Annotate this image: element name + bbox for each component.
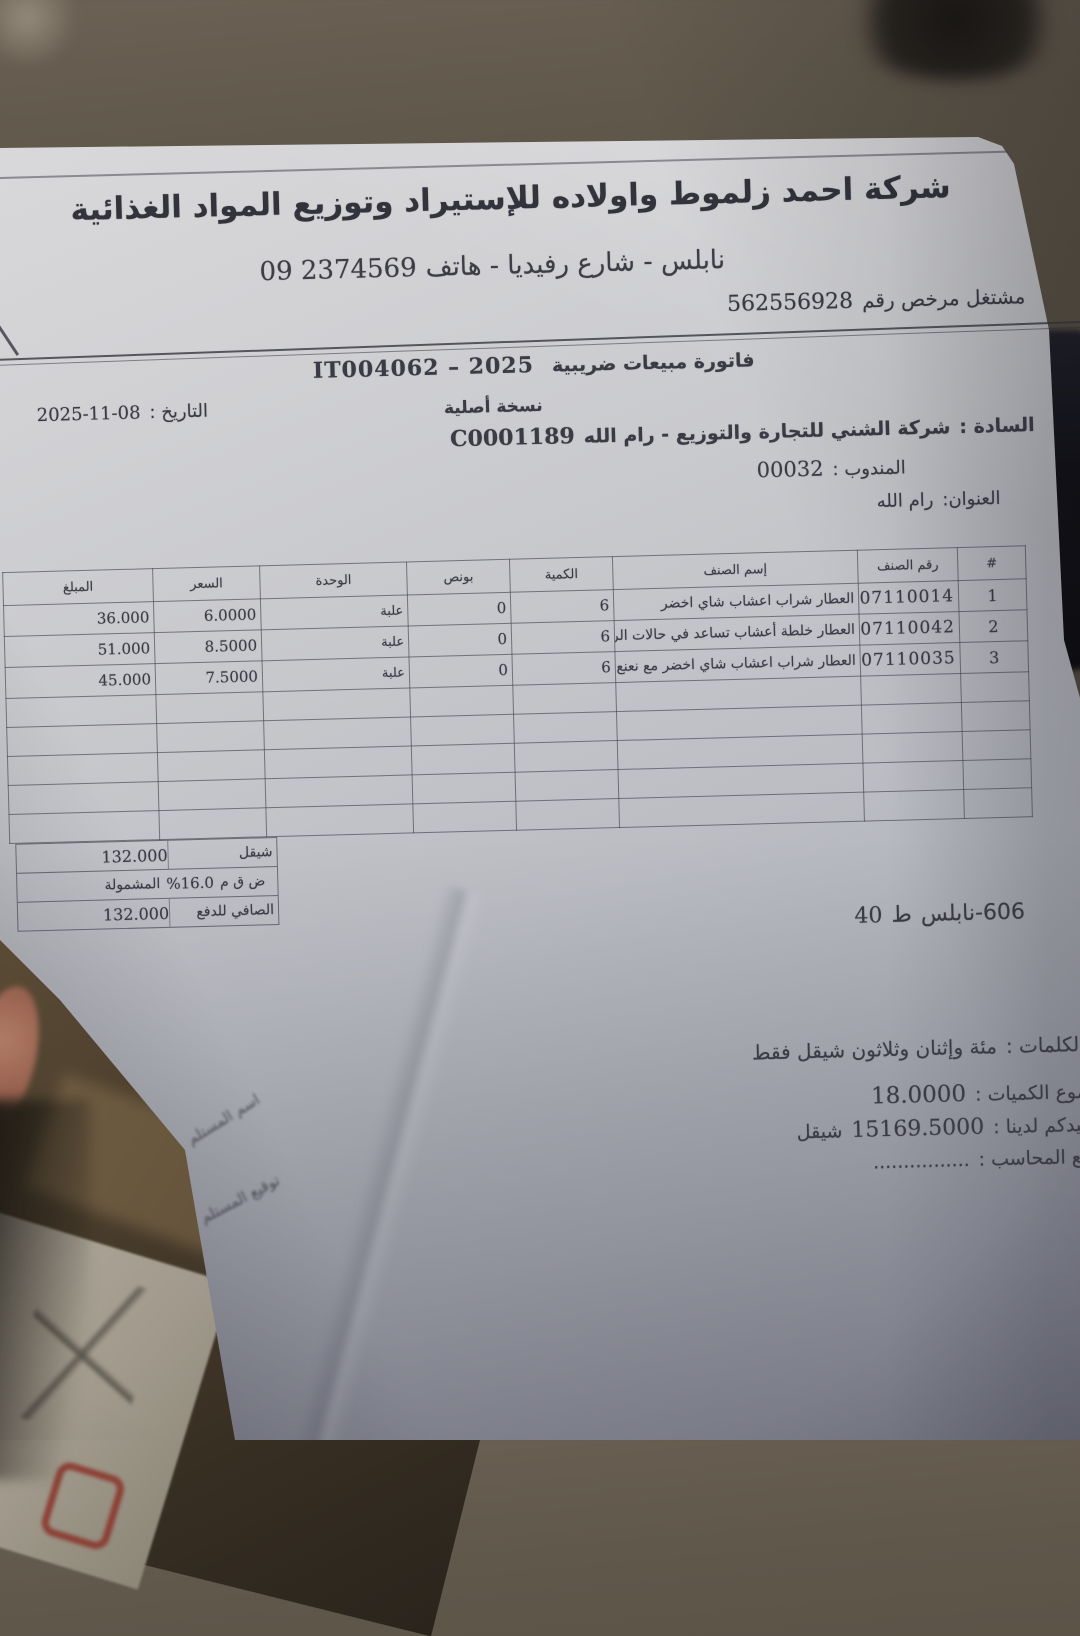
invoice-number: IT004062 – 2025 — [312, 352, 535, 384]
plate-part-3: 606-نابلس — [920, 899, 1026, 928]
agent-line: المندوب : 00032 — [756, 454, 906, 483]
net-total-label: الصافي للدفع — [168, 895, 279, 927]
balance-value: 15169.5000 — [850, 1114, 985, 1144]
faint-receiver-name-note: اسم المستلم — [183, 1090, 263, 1149]
sign-dots: ................ — [872, 1148, 970, 1174]
totals-box: شيقل 132.000 ض ق م %16.0 المشمولة الصافي… — [15, 836, 280, 932]
customer-line: السادة : شركة الشني للتجارة والتوزيع - ر… — [450, 411, 1035, 452]
corner-shadow — [0, 1100, 90, 1480]
words-value: مئة وإثنان وثلاثون شيقل فقط — [751, 1034, 998, 1065]
balance-line: رصيدكم لدينا : 15169.5000 شيقل — [796, 1111, 1080, 1144]
sign-label: توقيع المحاسب : — [978, 1145, 1080, 1171]
agent-label: المندوب : — [832, 457, 906, 481]
qty-total-value: 18.0000 — [870, 1081, 967, 1110]
customer-address-line: العنوان: رام الله — [876, 488, 1000, 512]
copy-type: نسخة أصلية — [443, 395, 543, 419]
amount-in-words-line: بالكلمات : مئة وإثنان وثلاثون شيقل فقط — [752, 1032, 1080, 1065]
company-address-phone: نابلس - شارع رفيديا - هاتف 09 2374569 — [0, 238, 993, 294]
col-header-item-code: رقم الصنف — [857, 547, 959, 584]
plate-number-line: 40 ط 606-نابلس — [854, 899, 1025, 928]
col-header-qty: الكمية — [509, 556, 614, 593]
qty-total-label: مجموع الكميات : — [974, 1080, 1080, 1106]
address-label: العنوان: — [942, 487, 1001, 511]
customer-label: السادة : — [959, 414, 1035, 438]
subtotal-label: شيقل — [167, 838, 277, 869]
vat-included-label: المشمولة — [104, 876, 161, 894]
words-label: بالكلمات : — [1005, 1031, 1080, 1058]
col-header-unit: الوحدة — [259, 561, 408, 599]
accountant-signature-line: توقيع المحاسب : ................ — [873, 1145, 1080, 1173]
plate-part-2: ط — [891, 902, 913, 928]
date-value: 2025-11-08 — [36, 402, 141, 427]
vat-rate: %16.0 — [166, 873, 215, 893]
invoice-title-text: فاتورة مبيعات ضريبية — [551, 349, 755, 377]
customer-name: شركة الشني للتجارة والتوزيع - رام الله — [583, 416, 951, 448]
customer-code: C0001189 — [449, 423, 576, 453]
agent-number: 00032 — [756, 456, 824, 483]
net-total-row: الصافي للدفع 132.000 — [16, 895, 280, 932]
total-quantity-line: مجموع الكميات : 18.0000 — [871, 1077, 1080, 1109]
balance-label: رصيدكم لدينا : — [992, 1113, 1080, 1139]
company-name: شركة احمد زلموط واولاده للإستيراد وتوزيع… — [70, 169, 952, 229]
license-number: 562556928 — [726, 288, 854, 318]
col-header-no: # — [957, 545, 1027, 581]
license-line: مشتغل مرخص رقم 562556928 — [727, 284, 1026, 317]
date-line: التاريخ : 2025-11-08 — [36, 401, 208, 426]
col-header-amount: المبلغ — [2, 568, 154, 606]
date-label: التاريخ : — [149, 400, 209, 424]
address-value: رام الله — [876, 489, 934, 513]
corner-fold-mark — [0, 304, 20, 356]
col-header-price: السعر — [152, 565, 261, 602]
license-label: مشتغل مرخص رقم — [861, 284, 1026, 313]
address-text: نابلس - شارع رفيديا - هاتف — [425, 245, 726, 283]
items-table: # رقم الصنف إسم الصنف الكمية بونص الوحدة… — [2, 545, 1033, 844]
plate-part-1: 40 — [854, 903, 883, 929]
phone-number: 09 2374569 — [259, 253, 418, 288]
faint-receiver-signature-note: توقيع المستلم — [197, 1171, 283, 1228]
balance-unit: شيقل — [796, 1120, 843, 1144]
invoice-content: شركة احمد زلموط واولاده للإستيراد وتوزيع… — [0, 150, 1080, 1228]
net-total-value: 132.000 — [102, 903, 170, 925]
subtotal-value: 132.000 — [101, 845, 168, 867]
col-header-bonus: بونص — [406, 559, 511, 595]
vat-label: ض ق م — [219, 873, 266, 891]
